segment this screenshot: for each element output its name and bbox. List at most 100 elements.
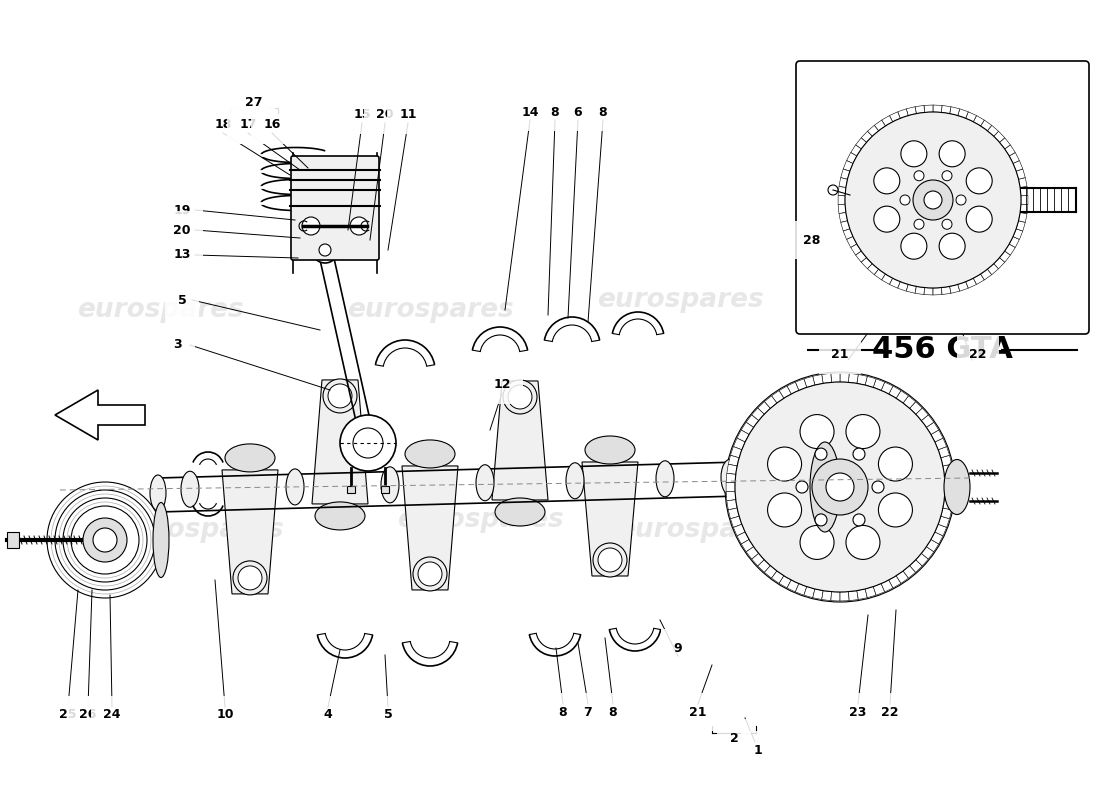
Polygon shape: [933, 105, 942, 112]
Circle shape: [901, 141, 927, 167]
Polygon shape: [822, 590, 832, 601]
Polygon shape: [7, 532, 19, 548]
Circle shape: [942, 219, 952, 230]
Polygon shape: [830, 592, 840, 601]
Text: 13: 13: [174, 249, 190, 262]
Polygon shape: [1004, 145, 1015, 156]
Polygon shape: [944, 474, 954, 482]
Polygon shape: [751, 554, 764, 566]
Polygon shape: [850, 244, 861, 255]
Polygon shape: [726, 491, 736, 501]
Polygon shape: [993, 258, 1004, 269]
Circle shape: [812, 459, 868, 515]
Polygon shape: [966, 112, 977, 122]
Text: eurospares: eurospares: [617, 517, 783, 543]
Circle shape: [94, 528, 117, 552]
Ellipse shape: [233, 561, 267, 595]
Ellipse shape: [226, 444, 275, 472]
Circle shape: [828, 185, 838, 195]
Circle shape: [800, 414, 834, 449]
Circle shape: [302, 217, 320, 235]
Ellipse shape: [585, 436, 635, 464]
Polygon shape: [988, 126, 999, 136]
Polygon shape: [949, 285, 959, 294]
Polygon shape: [1009, 153, 1020, 163]
Text: 7: 7: [584, 706, 593, 718]
Polygon shape: [737, 430, 749, 442]
Text: 21: 21: [690, 706, 706, 718]
Polygon shape: [938, 446, 949, 458]
Circle shape: [340, 415, 396, 471]
Polygon shape: [764, 396, 777, 408]
Text: 5: 5: [384, 709, 393, 722]
Ellipse shape: [503, 380, 537, 414]
Circle shape: [800, 526, 834, 559]
Ellipse shape: [810, 442, 840, 532]
Circle shape: [845, 112, 1021, 288]
Polygon shape: [222, 470, 278, 594]
Polygon shape: [903, 396, 915, 408]
Polygon shape: [730, 516, 741, 527]
Text: 456 GTA: 456 GTA: [871, 335, 1012, 365]
Polygon shape: [728, 455, 739, 466]
Ellipse shape: [150, 475, 166, 511]
Polygon shape: [980, 270, 992, 280]
Circle shape: [815, 514, 827, 526]
Polygon shape: [1013, 229, 1023, 239]
Polygon shape: [922, 415, 934, 427]
Ellipse shape: [944, 459, 970, 514]
FancyBboxPatch shape: [292, 156, 379, 260]
Circle shape: [826, 473, 854, 501]
Polygon shape: [882, 274, 892, 285]
Ellipse shape: [656, 461, 674, 497]
Circle shape: [725, 372, 955, 602]
Polygon shape: [730, 446, 741, 458]
Polygon shape: [935, 438, 947, 450]
Polygon shape: [582, 462, 638, 576]
Text: 5: 5: [177, 294, 186, 306]
Polygon shape: [1013, 161, 1023, 171]
Text: 23: 23: [849, 706, 867, 718]
Text: eurospares: eurospares: [77, 297, 243, 323]
Polygon shape: [896, 571, 909, 583]
Text: 10: 10: [217, 709, 233, 722]
Circle shape: [879, 447, 912, 481]
Polygon shape: [726, 474, 736, 482]
Polygon shape: [779, 576, 791, 588]
Polygon shape: [881, 580, 893, 592]
Polygon shape: [838, 186, 846, 196]
Polygon shape: [844, 161, 852, 171]
Polygon shape: [931, 430, 943, 442]
Text: 18: 18: [214, 118, 232, 131]
Text: 20: 20: [376, 109, 394, 122]
Polygon shape: [944, 491, 954, 501]
Polygon shape: [915, 554, 928, 566]
Text: 21: 21: [832, 349, 849, 362]
Polygon shape: [726, 482, 735, 491]
Circle shape: [353, 428, 383, 458]
Circle shape: [735, 382, 945, 592]
Polygon shape: [840, 592, 849, 601]
Text: 22: 22: [969, 349, 987, 362]
Circle shape: [328, 384, 352, 408]
Polygon shape: [868, 126, 879, 136]
Circle shape: [815, 448, 827, 460]
Polygon shape: [1004, 244, 1015, 255]
Polygon shape: [764, 566, 777, 578]
Polygon shape: [861, 258, 872, 269]
Polygon shape: [974, 115, 984, 126]
Polygon shape: [741, 422, 754, 434]
Polygon shape: [840, 169, 850, 179]
Circle shape: [796, 481, 808, 493]
Circle shape: [846, 414, 880, 449]
Polygon shape: [847, 153, 857, 163]
Polygon shape: [746, 415, 759, 427]
Circle shape: [901, 233, 927, 259]
Polygon shape: [924, 105, 933, 112]
Polygon shape: [312, 380, 368, 504]
Polygon shape: [734, 438, 745, 450]
Polygon shape: [926, 539, 938, 552]
Ellipse shape: [286, 469, 304, 505]
Circle shape: [768, 493, 802, 527]
Polygon shape: [873, 379, 884, 390]
